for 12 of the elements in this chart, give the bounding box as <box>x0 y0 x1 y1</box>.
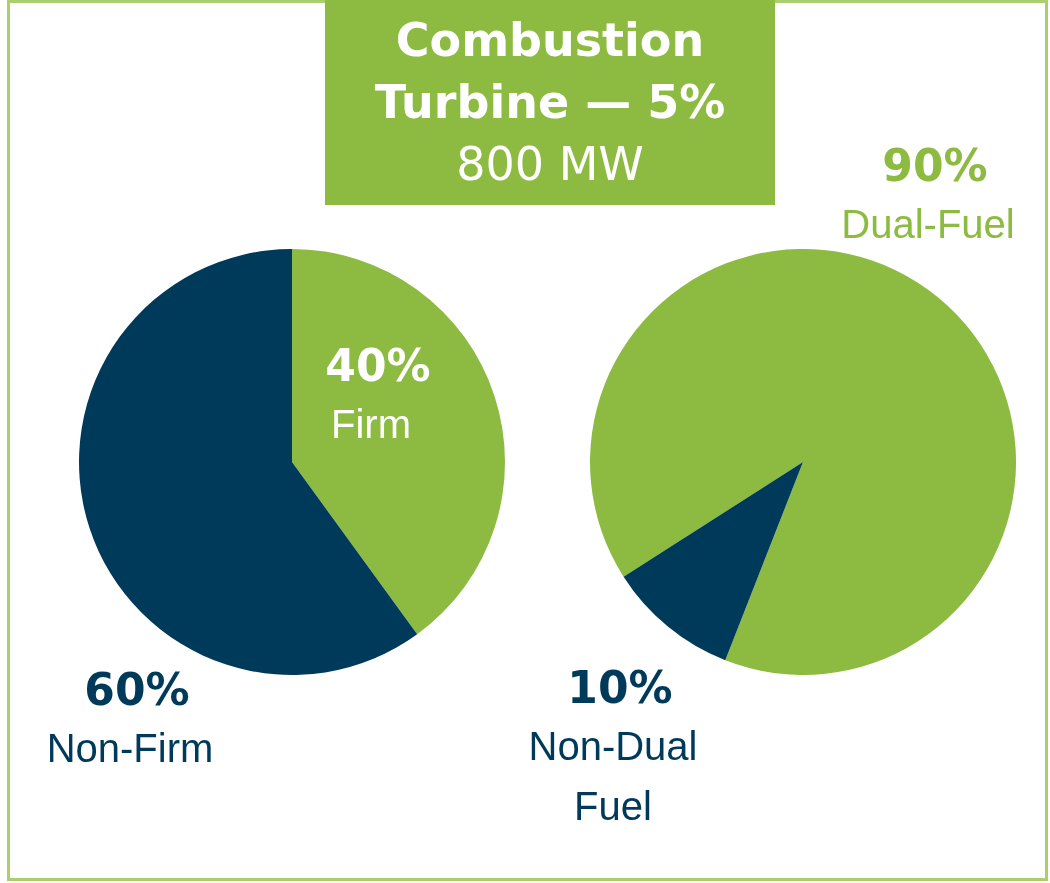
slice-label: Non-Firm <box>46 726 214 770</box>
data-label: 10% <box>567 662 673 713</box>
data-label: 60% <box>84 664 190 715</box>
slice-label: Non-Dual Fuel <box>528 724 698 828</box>
slice-label: Dual-Fuel <box>841 202 1015 246</box>
pie-slice <box>292 249 505 635</box>
pie-slice <box>623 462 803 661</box>
data-label: 90% <box>882 140 988 191</box>
data-label: 40% <box>325 340 431 391</box>
text: Combustion Turbine — 5% <box>374 13 726 129</box>
slice-label: Firm <box>331 402 411 446</box>
text: 800 MW <box>456 137 644 191</box>
